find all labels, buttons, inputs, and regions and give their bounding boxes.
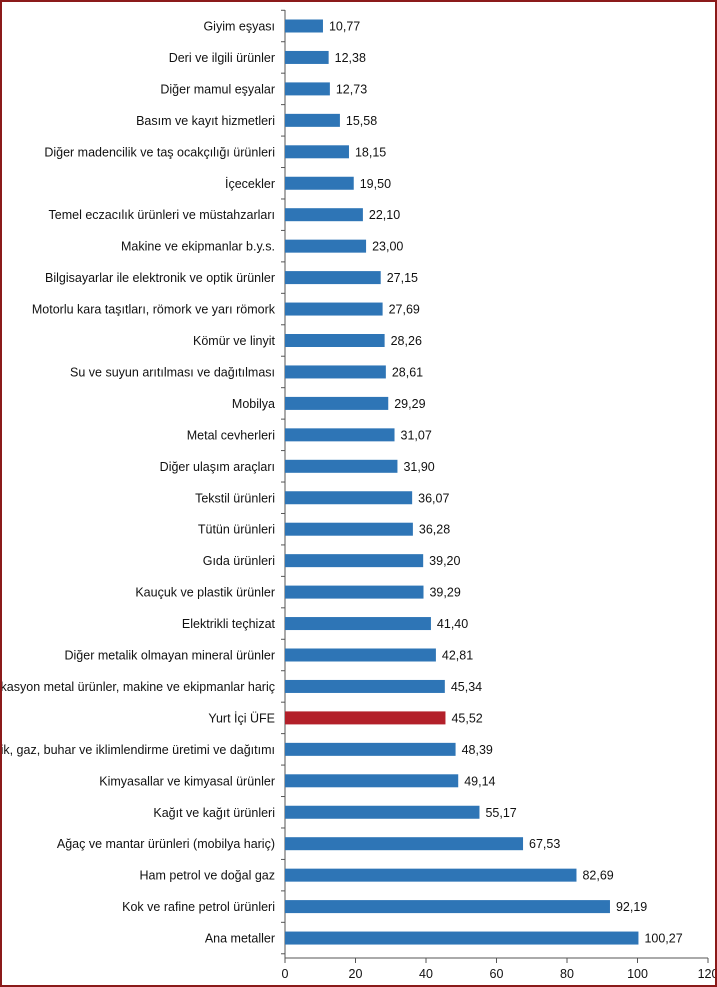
value-label: 67,53 [529,837,560,851]
category-label: Temel eczacılık ürünleri ve müstahzarlar… [49,208,275,222]
value-label: 45,34 [451,680,482,694]
category-label: Kağıt ve kağıt ürünleri [153,806,275,820]
value-label: 48,39 [462,743,493,757]
category-label: Fabrikasyon metal ürünler, makine ve eki… [2,680,275,694]
x-tick-label: 100 [627,967,648,981]
category-label: İçecekler [225,177,275,191]
bar [285,19,323,33]
bar [285,679,445,693]
category-label: Kauçuk ve plastik ürünler [135,586,275,600]
category-label: Kimyasallar ve kimyasal ürünler [99,774,275,788]
value-label: 55,17 [485,806,516,820]
value-label: 92,19 [616,900,647,914]
bar [285,805,480,819]
bar [285,239,367,253]
value-label: 36,28 [419,523,450,537]
x-tick-label: 120 [698,967,715,981]
category-label: Tütün ürünleri [198,523,275,537]
category-label: Metal cevherleri [187,428,275,442]
bar [285,491,413,505]
value-label: 27,15 [387,271,418,285]
category-label: Su ve suyun arıtılması ve dağıtılması [70,365,275,379]
bar [285,176,354,190]
bar [285,82,330,96]
value-label: 39,20 [429,554,460,568]
value-label: 36,07 [418,491,449,505]
bar [285,554,424,568]
category-label: Elektrikli teçhizat [182,617,276,631]
value-label: 27,69 [389,303,420,317]
value-label: 31,07 [401,428,432,442]
bar [285,302,383,316]
value-label: 41,40 [437,617,468,631]
bar [285,837,524,851]
value-label: 10,77 [329,20,360,34]
value-label: 31,90 [403,460,434,474]
category-label: Mobilya [232,397,275,411]
category-label: Diğer madencilik ve taş ocakçılığı ürünl… [44,145,275,159]
category-label: Diğer ulaşım araçları [160,460,275,474]
category-label: Deri ve ilgili ürünler [169,51,275,65]
value-label: 23,00 [372,240,403,254]
bar [285,522,413,536]
bar [285,145,349,159]
value-label: 49,14 [464,774,495,788]
bar [285,900,610,914]
value-label: 29,29 [394,397,425,411]
value-label: 12,38 [335,51,366,65]
category-label: Ham petrol ve doğal gaz [140,869,276,883]
bar [285,208,363,222]
category-label: Diğer metalik olmayan mineral ürünler [65,649,276,663]
highlight-bar [285,711,446,725]
category-label: Tekstil ürünleri [195,491,275,505]
bar [285,931,639,945]
bar [285,271,381,285]
category-label: Yurt İçi ÜFE [208,711,275,725]
category-label: Ana metaller [205,932,275,946]
value-label: 100,27 [644,932,682,946]
bar [285,396,389,410]
category-label: Gıda ürünleri [203,554,275,568]
category-label: Makine ve ekipmanlar b.y.s. [121,240,275,254]
bar [285,868,577,882]
value-label: 19,50 [360,177,391,191]
value-label: 45,52 [451,711,482,725]
bar [285,113,340,127]
x-tick-label: 20 [349,967,363,981]
bar [285,50,329,64]
value-label: 82,69 [582,869,613,883]
bar [285,334,385,347]
category-label: Kömür ve linyit [193,334,275,348]
x-tick-label: 60 [490,967,504,981]
x-tick-label: 80 [560,967,574,981]
category-label: Bilgisayarlar ile elektronik ve optik ür… [45,271,275,285]
category-label: Basım ve kayıt hizmetleri [136,114,275,128]
value-label: 22,10 [369,208,400,222]
category-label: Kok ve rafine petrol ürünleri [122,900,275,914]
value-label: 28,61 [392,365,423,379]
category-label: Diğer mamul eşyalar [160,82,275,96]
value-label: 12,73 [336,82,367,96]
bar [285,742,456,756]
value-label: 42,81 [442,649,473,663]
bar [285,648,436,662]
category-label: Elektrik, gaz, buhar ve iklimlendirme ür… [2,743,275,757]
bar [285,617,431,631]
bar [285,774,459,788]
category-label: Giyim eşyası [203,20,275,34]
bar [285,459,398,473]
value-label: 18,15 [355,145,386,159]
x-tick-label: 0 [282,967,289,981]
bar [285,365,386,379]
bar [285,585,424,599]
value-label: 15,58 [346,114,377,128]
category-label: Ağaç ve mantar ürünleri (mobilya hariç) [57,837,275,851]
value-label: 28,26 [391,334,422,348]
x-tick-label: 40 [419,967,433,981]
value-label: 39,29 [429,586,460,600]
category-label: Motorlu kara taşıtları, römork ve yarı r… [32,303,276,317]
bar [285,428,395,442]
